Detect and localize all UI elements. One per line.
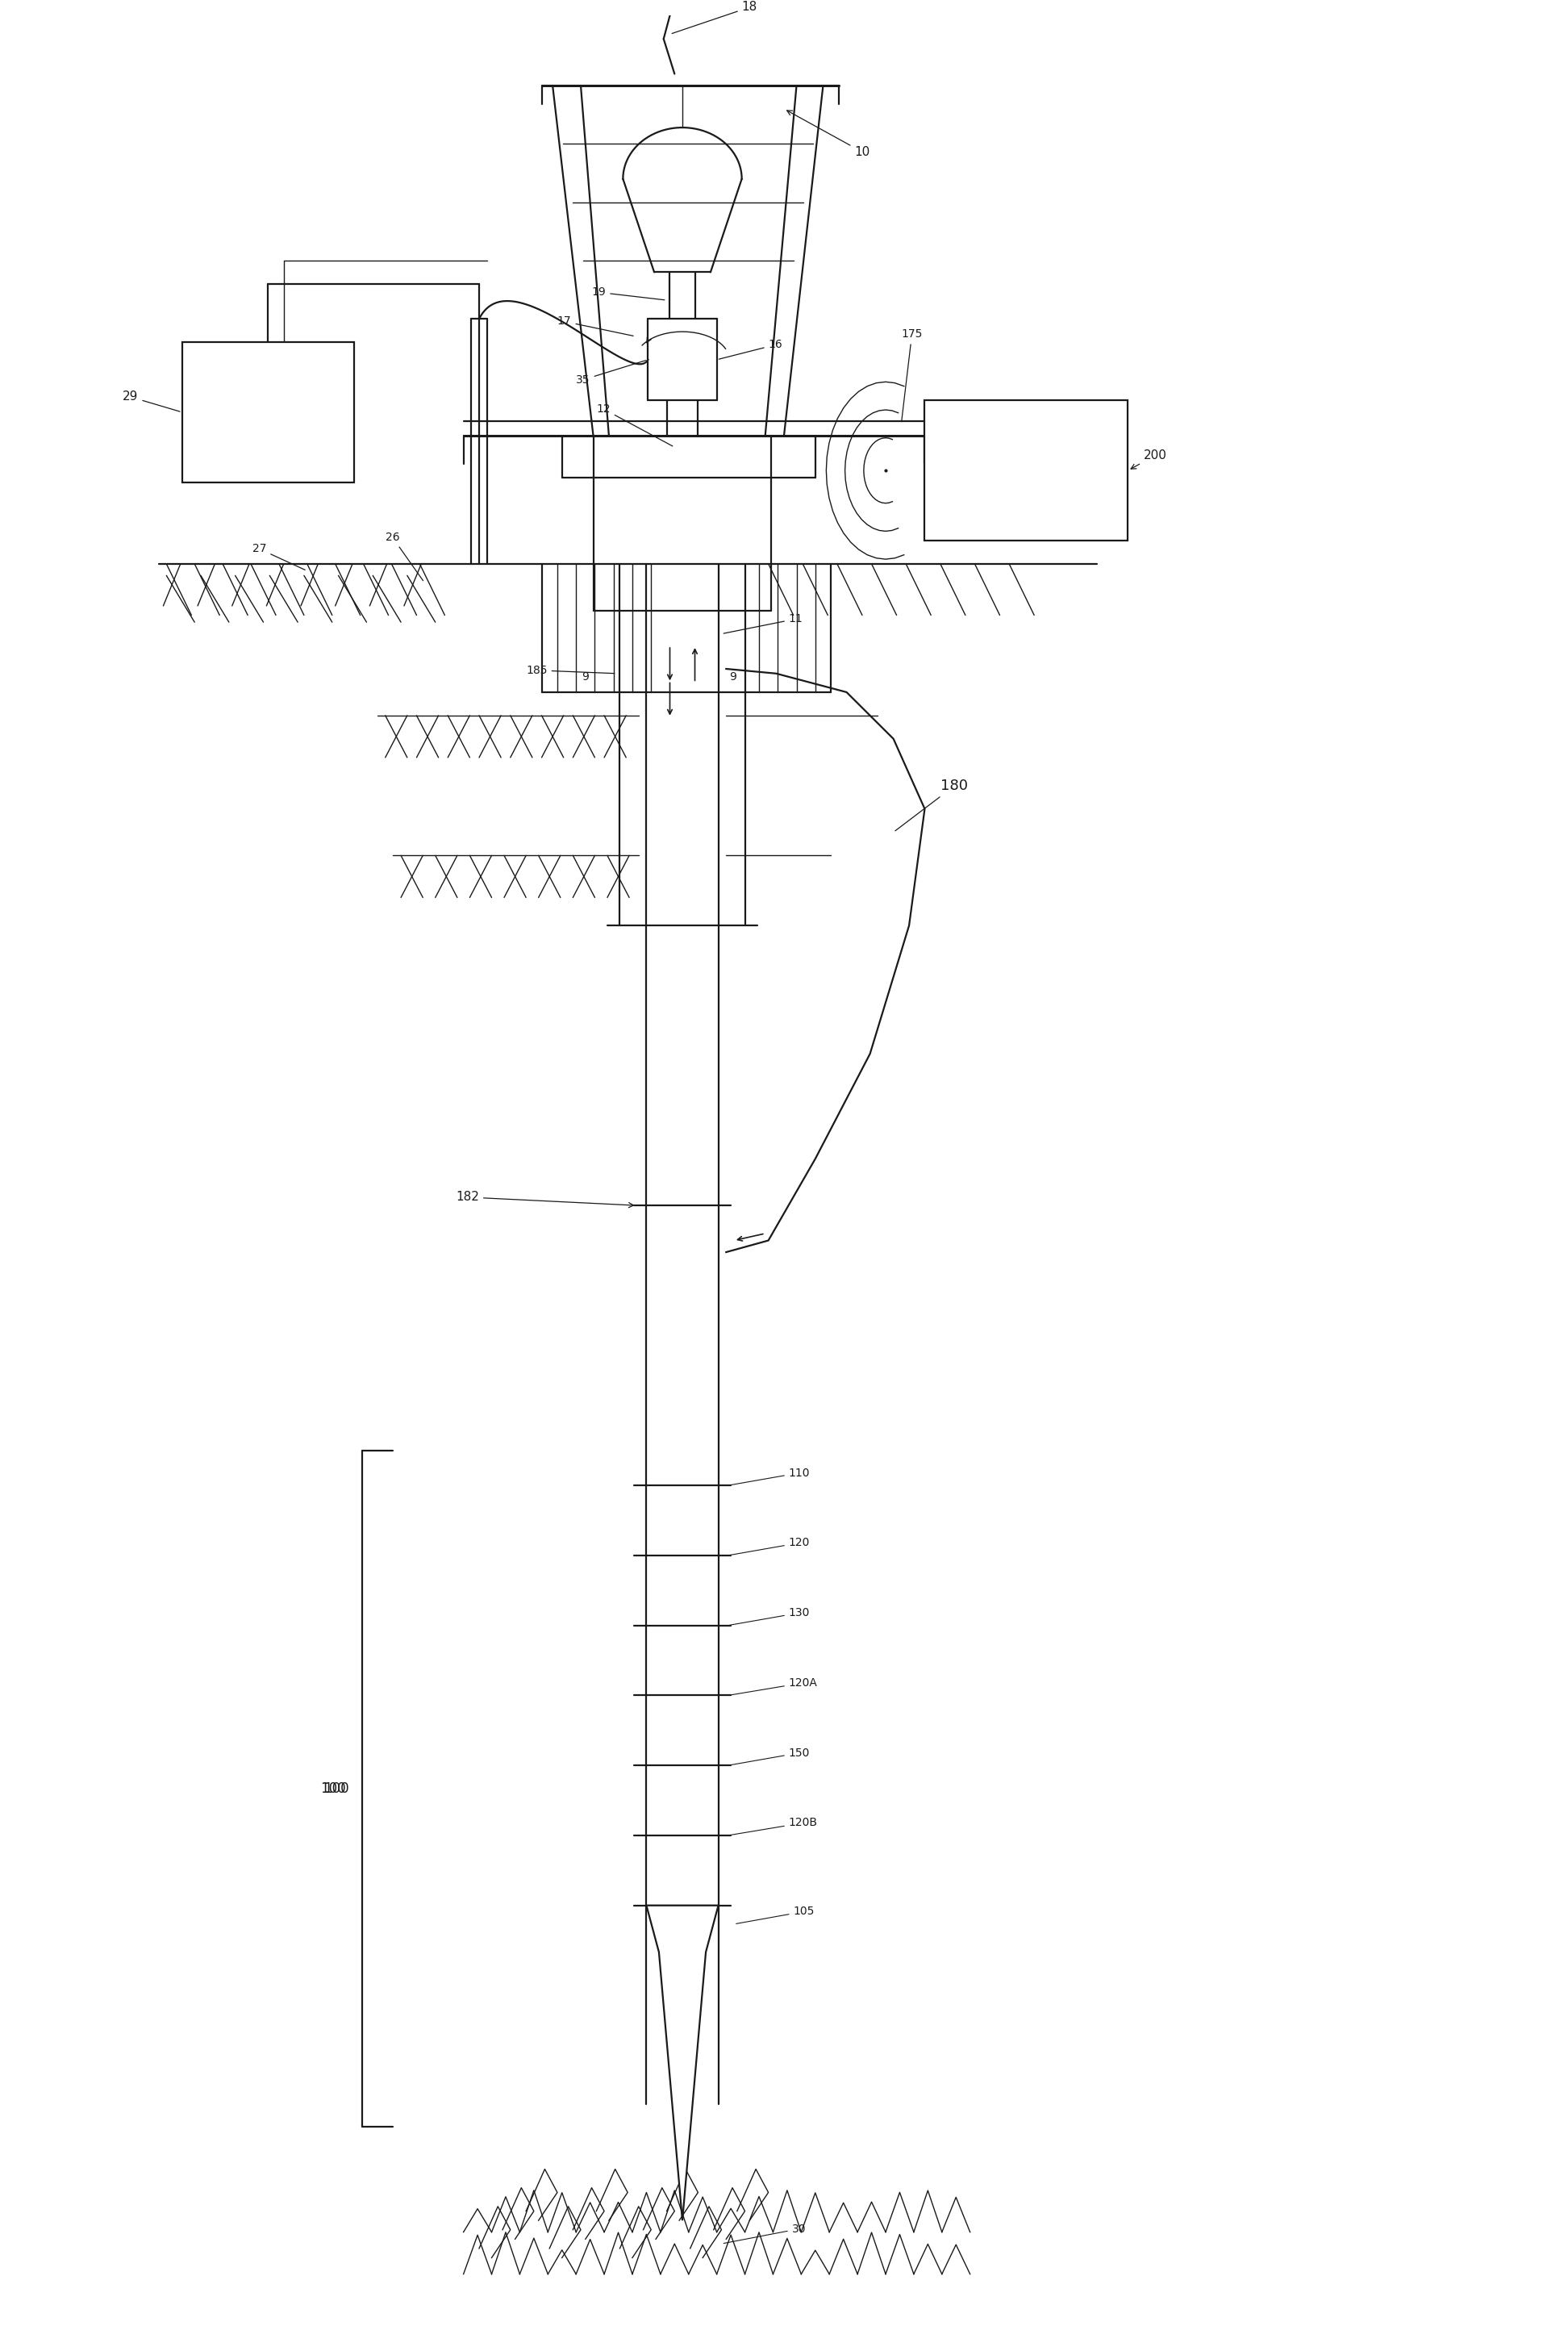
Text: 9: 9 xyxy=(729,672,737,682)
Text: 27: 27 xyxy=(252,543,306,569)
Text: 29: 29 xyxy=(122,390,180,411)
Text: 100: 100 xyxy=(321,1782,347,1796)
Text: 110: 110 xyxy=(731,1467,811,1486)
Text: 120: 120 xyxy=(731,1538,811,1554)
Bar xyxy=(182,343,354,482)
Text: 180: 180 xyxy=(895,778,967,830)
Text: 175: 175 xyxy=(902,329,922,421)
Text: 11: 11 xyxy=(724,614,803,632)
Text: 100: 100 xyxy=(325,1782,350,1796)
Text: 10: 10 xyxy=(787,110,870,158)
Text: processor: processor xyxy=(1002,437,1051,447)
Text: 200: 200 xyxy=(1131,449,1167,468)
Text: 17: 17 xyxy=(557,315,633,336)
Text: 30: 30 xyxy=(724,2224,806,2243)
Text: system: system xyxy=(1008,480,1044,489)
Bar xyxy=(925,400,1127,541)
Polygon shape xyxy=(646,1904,718,2219)
Text: 150: 150 xyxy=(731,1747,811,1766)
Text: 185: 185 xyxy=(525,665,615,677)
Text: 26: 26 xyxy=(386,531,423,581)
Text: 120B: 120B xyxy=(731,1817,818,1836)
Text: 12: 12 xyxy=(596,404,673,447)
Text: 35: 35 xyxy=(575,360,646,386)
Text: 19: 19 xyxy=(591,287,665,301)
Text: pump: pump xyxy=(251,407,285,418)
Text: 120A: 120A xyxy=(731,1676,817,1695)
Text: 105: 105 xyxy=(735,1907,815,1923)
Text: 130: 130 xyxy=(731,1608,811,1625)
Text: 16: 16 xyxy=(720,339,782,360)
Text: 9: 9 xyxy=(582,672,588,682)
Text: 182: 182 xyxy=(456,1192,633,1208)
Text: 18: 18 xyxy=(673,2,757,33)
